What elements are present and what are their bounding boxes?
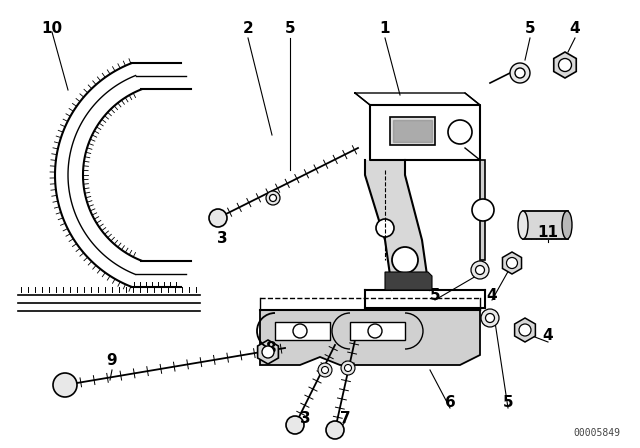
- Polygon shape: [502, 252, 522, 274]
- Circle shape: [559, 59, 572, 72]
- Circle shape: [471, 261, 489, 279]
- Circle shape: [321, 366, 328, 374]
- Text: 2: 2: [243, 21, 253, 35]
- Polygon shape: [515, 318, 536, 342]
- Circle shape: [486, 314, 495, 323]
- Text: 9: 9: [107, 353, 117, 367]
- Polygon shape: [260, 310, 480, 365]
- Text: 5: 5: [429, 288, 440, 302]
- Ellipse shape: [518, 211, 528, 239]
- Text: 3: 3: [217, 231, 227, 246]
- Polygon shape: [554, 52, 576, 78]
- Circle shape: [318, 363, 332, 377]
- Circle shape: [293, 324, 307, 338]
- Text: 4: 4: [543, 327, 554, 343]
- Circle shape: [515, 68, 525, 78]
- Polygon shape: [258, 340, 278, 364]
- Circle shape: [266, 191, 280, 205]
- Bar: [523, 211, 568, 239]
- Circle shape: [481, 309, 499, 327]
- Bar: [390, 117, 435, 145]
- Text: 11: 11: [538, 224, 559, 240]
- Circle shape: [262, 346, 274, 358]
- Circle shape: [476, 266, 484, 275]
- Circle shape: [472, 199, 494, 221]
- Text: 10: 10: [42, 21, 63, 35]
- Ellipse shape: [562, 211, 572, 239]
- Circle shape: [286, 416, 304, 434]
- Circle shape: [392, 247, 418, 273]
- Text: 6: 6: [445, 395, 456, 409]
- Text: 5: 5: [502, 395, 513, 409]
- Polygon shape: [393, 120, 432, 142]
- Circle shape: [519, 324, 531, 336]
- Circle shape: [376, 219, 394, 237]
- Bar: [275, 322, 330, 340]
- Circle shape: [269, 194, 276, 202]
- Circle shape: [368, 324, 382, 338]
- Polygon shape: [385, 272, 432, 290]
- Text: 00005849: 00005849: [573, 428, 620, 438]
- Text: 5: 5: [285, 21, 295, 35]
- Text: 5: 5: [525, 21, 535, 35]
- Circle shape: [341, 361, 355, 375]
- Polygon shape: [480, 160, 485, 260]
- Text: 4: 4: [570, 21, 580, 35]
- Polygon shape: [365, 160, 430, 290]
- Circle shape: [53, 373, 77, 397]
- Text: 3: 3: [300, 410, 310, 426]
- Bar: [350, 322, 405, 340]
- Circle shape: [510, 63, 530, 83]
- Circle shape: [209, 209, 227, 227]
- Text: 8: 8: [265, 340, 275, 356]
- Circle shape: [344, 365, 351, 371]
- Text: 7: 7: [340, 410, 350, 426]
- Circle shape: [506, 258, 518, 268]
- Text: 4: 4: [486, 288, 497, 302]
- Circle shape: [448, 120, 472, 144]
- Circle shape: [326, 421, 344, 439]
- Text: 1: 1: [380, 21, 390, 35]
